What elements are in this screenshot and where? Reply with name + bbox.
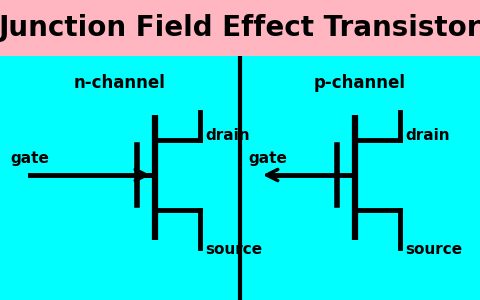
Text: n-channel: n-channel	[74, 74, 166, 92]
Text: Junction Field Effect Transistor: Junction Field Effect Transistor	[0, 14, 480, 42]
Text: gate: gate	[10, 152, 49, 166]
Text: drain: drain	[205, 128, 250, 142]
Bar	[0, 0, 480, 56]
Text: p-channel: p-channel	[314, 74, 406, 92]
Text: source: source	[405, 242, 462, 257]
Text: gate: gate	[248, 152, 287, 166]
Text: source: source	[205, 242, 262, 257]
Text: drain: drain	[405, 128, 450, 142]
